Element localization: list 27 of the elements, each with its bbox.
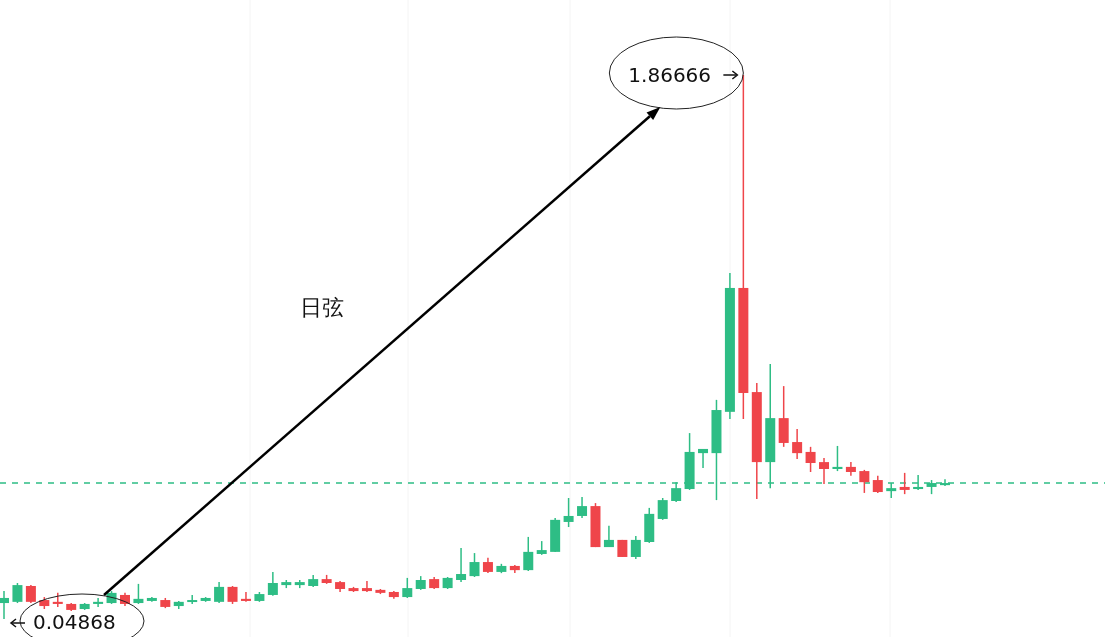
candlestick bbox=[523, 536, 534, 572]
candlestick bbox=[456, 547, 467, 583]
candlestick bbox=[859, 469, 870, 494]
candlestick bbox=[577, 496, 588, 519]
candlestick bbox=[792, 428, 803, 460]
candlestick bbox=[361, 580, 372, 593]
candlestick bbox=[0, 590, 9, 620]
candlestick bbox=[563, 497, 574, 528]
candlestick bbox=[187, 594, 198, 605]
candlestick bbox=[93, 597, 104, 608]
candlestick bbox=[12, 582, 23, 604]
candlestick bbox=[469, 552, 480, 578]
annotation: 0.04868 bbox=[33, 610, 116, 634]
candlestick bbox=[657, 497, 668, 521]
candlestick bbox=[832, 445, 843, 472]
candlestick bbox=[630, 535, 641, 560]
candlestick bbox=[805, 446, 816, 473]
candlestick bbox=[133, 583, 144, 605]
candlestick bbox=[402, 577, 413, 599]
candlestick bbox=[52, 592, 63, 608]
candlestick bbox=[267, 571, 278, 597]
candlestick bbox=[240, 591, 251, 603]
annotation: 日弦 bbox=[300, 295, 344, 320]
candlestick bbox=[899, 472, 910, 495]
candlestick bbox=[214, 581, 225, 604]
annotation: 1.86666 bbox=[628, 63, 712, 87]
candlestick bbox=[819, 457, 830, 485]
